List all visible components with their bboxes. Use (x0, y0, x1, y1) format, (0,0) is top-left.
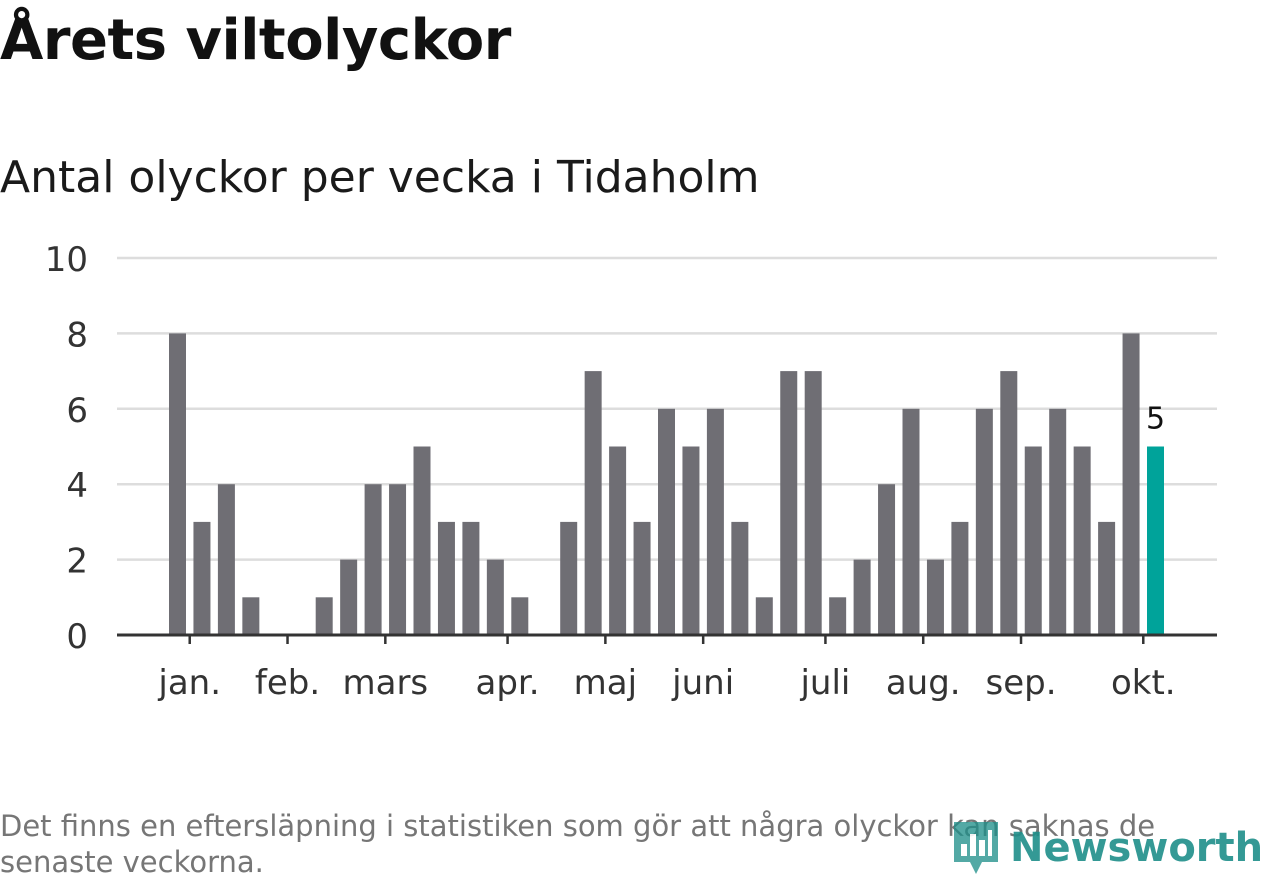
bar (633, 521, 651, 635)
bar-highlight (1147, 446, 1164, 635)
bar (560, 521, 578, 635)
chart-title: Årets viltolyckor (0, 8, 511, 73)
x-axis-ticks: jan. feb. mars apr. maj juni juli aug. sep. okt. (157, 635, 1176, 703)
bar (486, 559, 504, 635)
bar (975, 408, 993, 635)
bar (926, 559, 944, 635)
bar (1024, 446, 1042, 635)
bars (169, 333, 1164, 635)
bar (755, 597, 773, 635)
x-tick-label: apr. (476, 663, 540, 703)
newsworthy-logo: Newsworthy (950, 818, 1262, 878)
bar (169, 333, 186, 635)
y-tick-label: 4 (66, 466, 88, 506)
bar (584, 371, 602, 635)
y-tick-label: 6 (66, 391, 88, 431)
y-tick-label: 2 (66, 542, 88, 582)
bar (315, 597, 333, 635)
bar (1000, 371, 1018, 635)
bar (804, 371, 822, 635)
bar (437, 521, 455, 635)
y-axis-ticks: 0 2 4 6 8 10 (45, 240, 88, 657)
x-tick-label: sep. (986, 663, 1057, 703)
bar (731, 521, 749, 635)
bar (609, 446, 627, 635)
bar (340, 559, 358, 635)
logo-text: Newsworthy (1010, 825, 1262, 871)
bar (902, 408, 920, 635)
bar (217, 484, 235, 635)
x-tick-label: okt. (1111, 663, 1176, 703)
y-tick-label: 10 (45, 240, 88, 280)
bar (951, 521, 969, 635)
y-tick-label: 0 (66, 617, 88, 657)
bar (853, 559, 871, 635)
x-tick-label: juni (671, 663, 734, 703)
bar (682, 446, 700, 635)
bar (1122, 333, 1140, 635)
bar (829, 597, 847, 635)
bar (1049, 408, 1067, 635)
bar (511, 597, 529, 635)
bar (658, 408, 675, 635)
bar (242, 597, 260, 635)
bar (706, 408, 724, 635)
bar (413, 446, 431, 635)
data-labels: 5 (1146, 402, 1165, 437)
x-tick-label: juli (799, 663, 850, 703)
bar-chart-pin-icon (954, 822, 998, 874)
x-tick-label: jan. (157, 663, 221, 703)
bar (462, 521, 480, 635)
bar (389, 484, 407, 635)
bar (1098, 521, 1116, 635)
x-tick-label: feb. (255, 663, 320, 703)
bar (878, 484, 896, 635)
bar (364, 484, 382, 635)
chart-subtitle: Antal olyckor per vecka i Tidaholm (0, 152, 760, 203)
x-tick-label: maj (574, 663, 637, 703)
x-tick-label: aug. (886, 663, 961, 703)
bar (780, 371, 798, 635)
bar (193, 521, 211, 635)
y-tick-label: 8 (66, 315, 88, 355)
bar (1073, 446, 1091, 635)
data-label-highlight: 5 (1146, 402, 1165, 437)
x-tick-label: mars (342, 663, 428, 703)
